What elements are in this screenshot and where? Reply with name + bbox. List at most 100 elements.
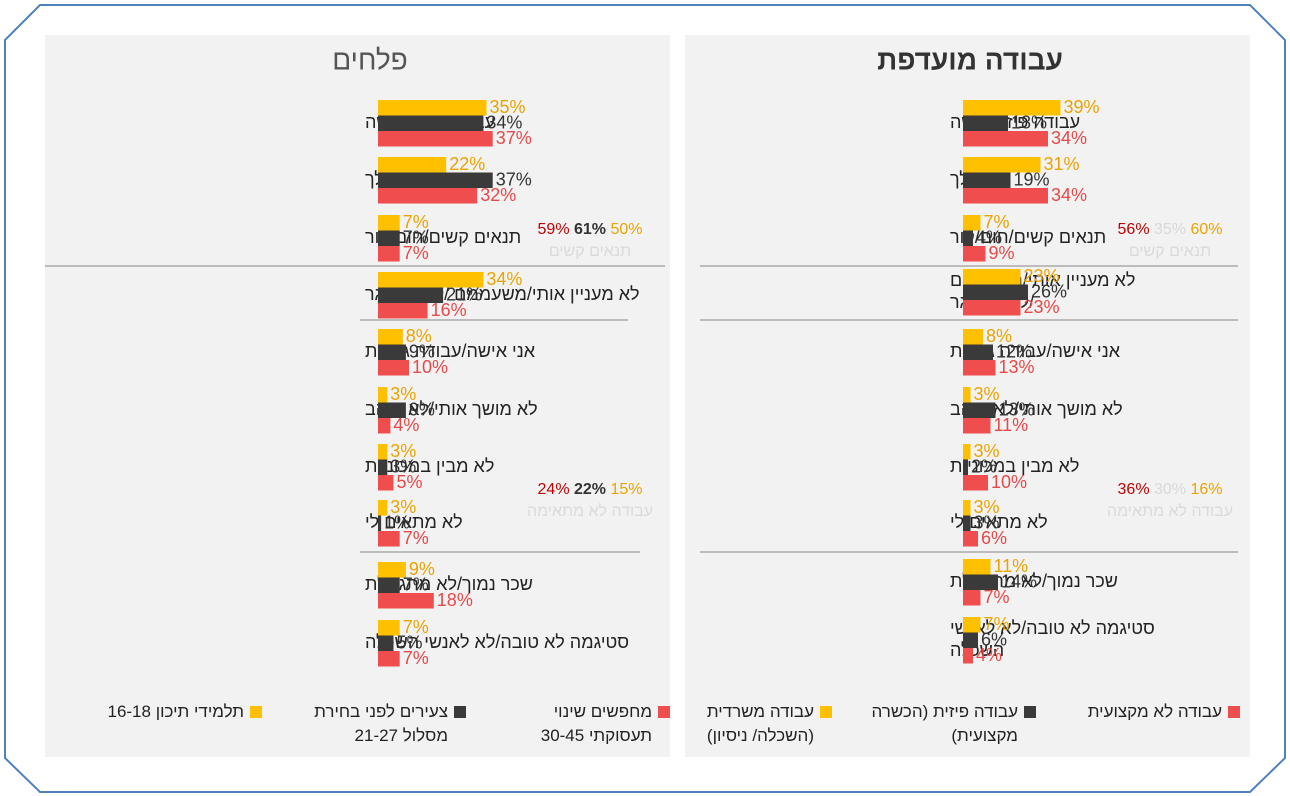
bar xyxy=(378,131,493,147)
bar xyxy=(963,269,1021,285)
value-label: 18% xyxy=(1011,112,1047,132)
annotation-value: 61% xyxy=(570,221,606,238)
bar xyxy=(378,246,400,262)
legend: עבודה לא מקצועית עבודה פיזית (הכשרה מקצוע… xyxy=(642,700,1240,748)
category-label: סטיגמה לא טובה/לא לאנשי השכלה xyxy=(365,632,629,652)
value-label: 13% xyxy=(999,357,1035,377)
bar xyxy=(963,157,1041,173)
annotation-value: 30% xyxy=(1150,481,1186,498)
bar xyxy=(963,188,1048,204)
annotation-value: 36% xyxy=(1118,481,1150,498)
bar xyxy=(378,157,447,173)
annotation-value: 35% xyxy=(1150,221,1186,238)
annotation-values: 24% 22% 15% xyxy=(538,481,643,498)
value-label: 3% xyxy=(390,441,416,461)
value-label: 3% xyxy=(390,456,416,476)
bar xyxy=(378,402,406,418)
legend-swatch xyxy=(250,706,262,718)
value-label: 37% xyxy=(496,169,532,189)
value-label: 10% xyxy=(412,357,448,377)
annotation-value: 59% xyxy=(538,221,570,238)
bar xyxy=(378,344,406,360)
left-panel xyxy=(45,35,670,757)
annotation-value: 56% xyxy=(1118,221,1150,238)
value-label: 34% xyxy=(1051,185,1087,205)
value-label: 39% xyxy=(1064,97,1100,117)
value-label: 7% xyxy=(403,528,429,548)
value-label: 11% xyxy=(994,415,1029,435)
category-label: לא מבין במכוניות xyxy=(365,456,494,476)
bar xyxy=(963,459,968,475)
bar xyxy=(963,115,1008,131)
bar xyxy=(378,272,484,288)
bar xyxy=(378,115,484,131)
value-label: 18% xyxy=(437,590,473,610)
value-label: 4% xyxy=(393,415,419,435)
value-label: 8% xyxy=(406,326,432,346)
value-label: 9% xyxy=(989,243,1015,263)
value-label: 34% xyxy=(486,269,522,289)
bar xyxy=(378,230,400,246)
legend-item: צעירים לפני בחירת מסלול 21-27 xyxy=(276,700,466,748)
value-label: 3% xyxy=(974,512,1000,532)
annotation-values: 59% 61% 50% xyxy=(538,221,643,238)
category-label: לא מתאים לי xyxy=(950,512,1048,532)
value-label: 21% xyxy=(446,284,482,304)
value-label: 19% xyxy=(1014,169,1050,189)
bar xyxy=(378,444,388,460)
bar xyxy=(378,459,388,475)
bar xyxy=(963,444,971,460)
value-label: 7% xyxy=(403,227,429,247)
value-label: 3% xyxy=(974,497,1000,517)
value-label: 9% xyxy=(409,341,435,361)
bar xyxy=(963,344,993,360)
legend-label: צעירים לפני בחירת מסלול 21-27 xyxy=(314,702,448,745)
annotation-values: 56% 35% 60% xyxy=(1118,221,1223,238)
bar xyxy=(378,329,403,345)
bar xyxy=(963,230,973,246)
bar xyxy=(963,617,981,633)
annotation-value: 15% xyxy=(606,481,642,498)
bar xyxy=(378,172,493,188)
bar xyxy=(378,635,394,651)
value-label: 9% xyxy=(409,399,435,419)
annotation-values: 36% 30% 16% xyxy=(1118,481,1223,498)
category-label: לא מבין במכוניות xyxy=(950,456,1079,476)
value-label: 1% xyxy=(384,512,410,532)
value-label: 5% xyxy=(397,632,423,652)
legend-item: תלמידי תיכון 16-18 xyxy=(72,700,262,748)
value-label: 7% xyxy=(984,212,1010,232)
bar xyxy=(378,562,406,578)
category-label: לא מושך אותי/לא אוהב xyxy=(365,399,538,419)
value-label: 7% xyxy=(403,243,429,263)
value-label: 2% xyxy=(971,456,997,476)
value-label: 23% xyxy=(1024,266,1060,286)
bar xyxy=(378,215,400,231)
annotation-label: עבודה לא מתאימה xyxy=(527,502,653,520)
value-label: 7% xyxy=(403,212,429,232)
value-label: 7% xyxy=(984,587,1010,607)
value-label: 14% xyxy=(1001,571,1037,591)
value-label: 7% xyxy=(403,574,429,594)
legend-swatch xyxy=(658,706,670,718)
legend-item: עבודה לא מקצועית xyxy=(1050,700,1240,748)
value-label: 35% xyxy=(490,97,526,117)
bar xyxy=(963,172,1011,188)
annotation-value: 60% xyxy=(1186,221,1222,238)
bar xyxy=(963,402,996,418)
bar xyxy=(378,418,391,434)
value-label: 34% xyxy=(486,112,522,132)
bar xyxy=(963,246,986,262)
category-label: אני אישה/עבודה גברית xyxy=(365,341,536,361)
bar xyxy=(963,632,978,648)
annotation-value: 22% xyxy=(570,481,606,498)
bar xyxy=(378,515,382,531)
value-label: 8% xyxy=(986,326,1012,346)
legend-item: מחפשים שינוי תעסוקתי 30-45 xyxy=(480,700,670,748)
value-label: 22% xyxy=(449,154,485,174)
annotation-value: 24% xyxy=(538,481,570,498)
legend-swatch xyxy=(1228,706,1240,718)
value-label: 34% xyxy=(1051,128,1087,148)
value-label: 11% xyxy=(994,556,1029,576)
